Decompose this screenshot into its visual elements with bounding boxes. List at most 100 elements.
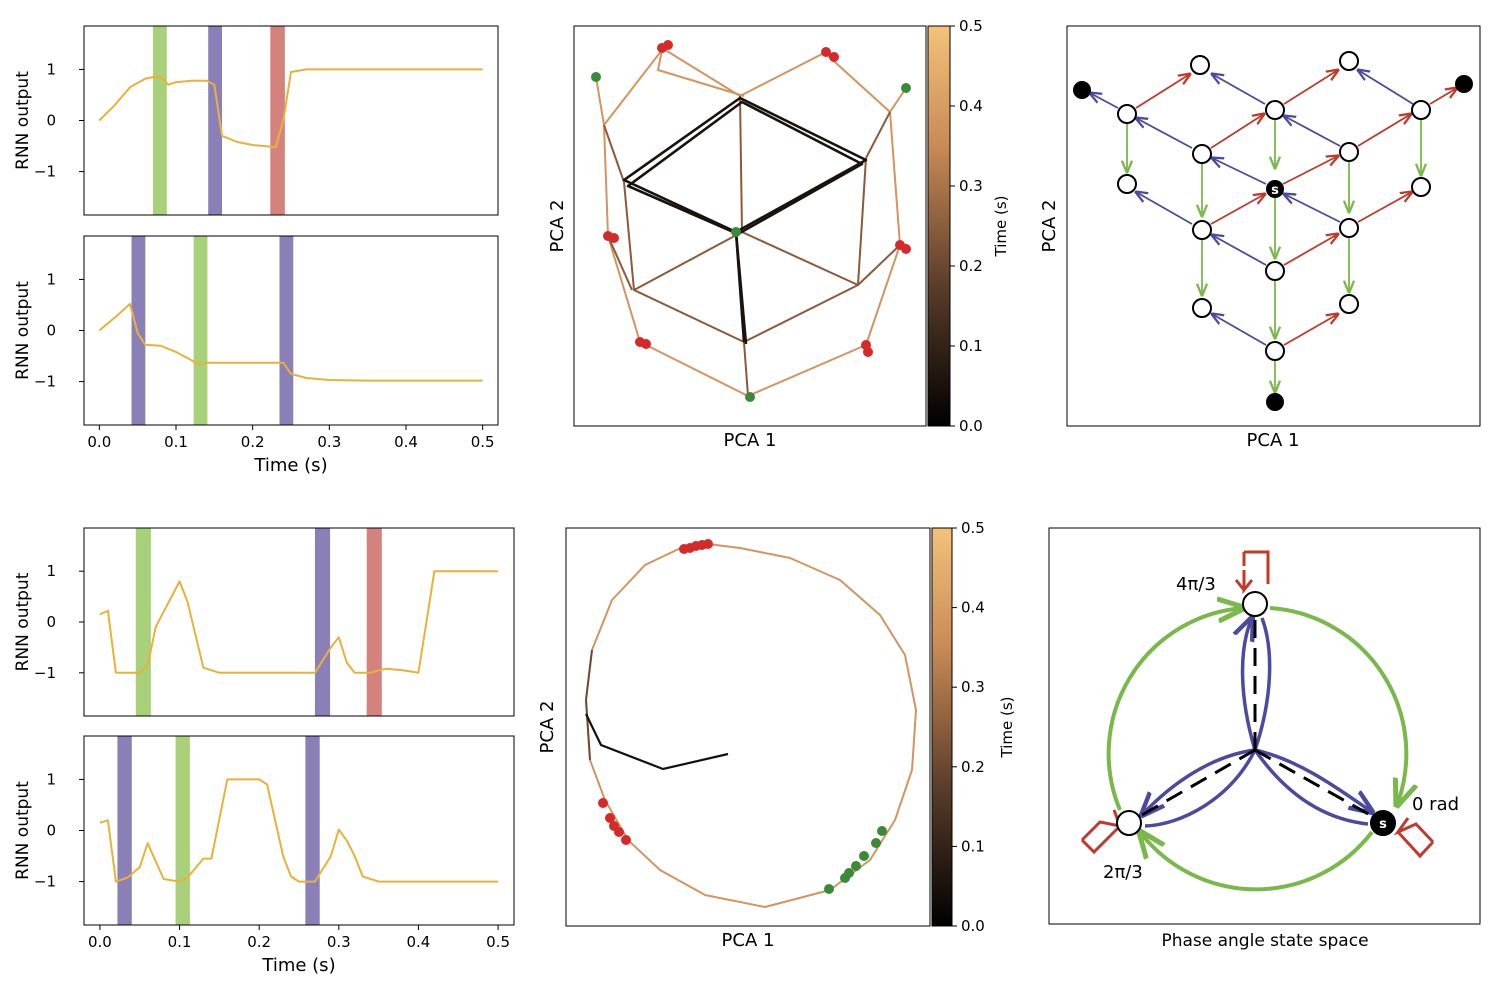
end-point-red <box>829 52 839 62</box>
pca-cube-xlabel: PCA 1 <box>724 430 777 451</box>
ring-point-green <box>851 861 861 871</box>
y-tick-label: 0 <box>46 322 56 340</box>
pca-cube-ylabel: PCA 2 <box>547 200 568 253</box>
lattice-start-label: s <box>1271 183 1279 198</box>
y-axis-label: RNN output <box>13 281 33 380</box>
x-axis-label: Time (s) <box>261 955 335 976</box>
state-ring-xlabel: Phase angle state space <box>1161 931 1368 951</box>
colorbar-tick-label: 0.4 <box>959 97 983 115</box>
colorbar-tick-label: 0.0 <box>959 417 983 435</box>
ring-dashed-spokes <box>1141 618 1371 817</box>
end-point-green <box>901 83 911 93</box>
state-lattice-ylabel: PCA 2 <box>1039 200 1060 253</box>
panel-frame <box>83 25 499 216</box>
lattice-start-node <box>1266 180 1284 198</box>
lattice-node <box>1339 218 1359 238</box>
colorbar-top: Time (s) 0.0 0.1 0.2 0.3 0.4 0.5 <box>927 17 1010 435</box>
colorbar-tick-label: 0.4 <box>961 599 985 617</box>
colorbar-bottom-label: Time (s) <box>998 697 1016 759</box>
lattice-node <box>1339 294 1359 314</box>
x-tick-label: 0.0 <box>87 433 111 451</box>
ring-point-green <box>859 851 869 861</box>
lattice-node <box>1190 55 1210 75</box>
colorbar-tick-label: 0.5 <box>961 519 985 537</box>
ring-green-arcs <box>1106 608 1407 892</box>
y-tick-label: −1 <box>34 873 56 891</box>
rnn-output-line <box>99 778 499 883</box>
rnn-output-line <box>98 302 483 382</box>
lattice-node <box>1265 261 1285 281</box>
colorbar-bottom-gradient <box>931 527 953 927</box>
ring-node-2pi3 <box>1116 810 1142 836</box>
ring-start-label: s <box>1379 817 1387 832</box>
pulse-green <box>135 528 151 716</box>
colorbar-bottom: Time (s) 0.0 0.1 0.2 0.3 0.4 0.5 <box>931 519 1016 935</box>
pca-cube-trajectories <box>595 47 907 397</box>
ring-point-red <box>621 835 631 845</box>
x-tick-label: 0.3 <box>327 933 351 951</box>
colorbar-tick-label: 0.2 <box>959 257 983 275</box>
pulse-green <box>193 236 208 425</box>
end-point-green <box>745 392 755 402</box>
x-tick-label: 0.5 <box>486 933 510 951</box>
y-tick-label: −1 <box>34 664 56 682</box>
end-point-red <box>609 233 619 243</box>
y-tick-label: 1 <box>46 270 56 288</box>
ring-label-2pi3: 2π/3 <box>1103 862 1143 883</box>
lattice-terminal-node <box>1073 81 1091 99</box>
start-point <box>731 227 741 237</box>
colorbar-tick-label: 0.3 <box>959 177 983 195</box>
end-point-red <box>901 244 911 254</box>
ring-point-red <box>614 827 624 837</box>
y-tick-label: 0 <box>46 613 56 631</box>
y-tick-label: 0 <box>46 112 56 130</box>
y-tick-label: 1 <box>46 562 56 580</box>
ring-point-green <box>877 826 887 836</box>
ring-point-green <box>871 838 881 848</box>
end-point-red <box>821 47 831 57</box>
ring-node-4pi3 <box>1242 591 1268 617</box>
lattice-node <box>1265 341 1285 361</box>
ring-point-red <box>605 813 615 823</box>
pulse-red <box>366 528 382 716</box>
pulse-green <box>153 26 167 215</box>
end-point-red <box>863 347 873 357</box>
pulse-purple <box>279 236 294 425</box>
ring-nodes <box>1116 591 1396 836</box>
state-ring-frame <box>1048 527 1481 925</box>
x-tick-label: 0.2 <box>241 433 265 451</box>
colorbar-top-gradient <box>927 25 951 427</box>
ring-label-4pi3: 4π/3 <box>1176 574 1216 595</box>
lattice-node <box>1117 104 1137 124</box>
pulse-purple <box>131 236 146 425</box>
x-tick-label: 0.4 <box>394 433 418 451</box>
lattice-node <box>1339 142 1359 162</box>
x-tick-label: 0.1 <box>168 933 192 951</box>
lattice-nodes <box>1117 51 1431 361</box>
pca-ring-ylabel: PCA 2 <box>537 701 558 754</box>
lattice-node <box>1192 220 1212 240</box>
pca-ring-trajectory-dark <box>584 649 593 761</box>
pulse-purple <box>305 736 320 925</box>
colorbar-tick-label: 0.0 <box>961 917 985 935</box>
colorbar-tick-label: 0.2 <box>961 758 985 776</box>
ring-point-green <box>824 884 834 894</box>
x-tick-label: 0.2 <box>247 933 271 951</box>
pca-cube-panel: PCA 1 PCA 2 Time (s) 0.0 0.1 0.2 0.3 0.4 0.5 <box>547 17 1010 451</box>
x-tick-label: 0.0 <box>88 933 112 951</box>
pca-ring-frame <box>565 527 931 927</box>
y-tick-label: 1 <box>46 770 56 788</box>
x-axis-label: Time (s) <box>253 455 327 476</box>
y-axis-label: RNN output <box>13 781 33 880</box>
colorbar-tick-label: 0.3 <box>961 678 985 696</box>
colorbar-tick-label: 0.1 <box>959 337 983 355</box>
y-tick-label: −1 <box>34 373 56 391</box>
y-axis-label: RNN output <box>13 71 33 170</box>
end-point-green <box>591 72 601 82</box>
end-point-red <box>641 339 651 349</box>
state-lattice-frame <box>1066 25 1481 427</box>
